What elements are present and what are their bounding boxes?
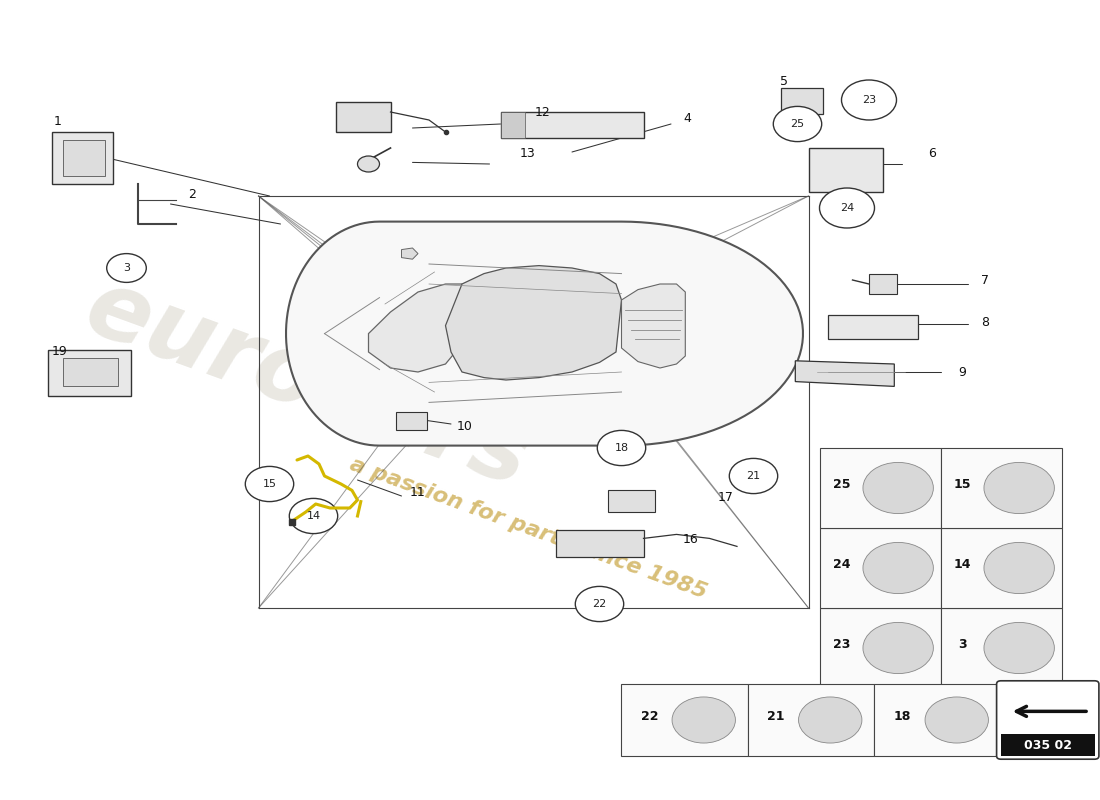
Circle shape bbox=[799, 697, 862, 743]
Circle shape bbox=[925, 697, 989, 743]
Text: 3: 3 bbox=[123, 263, 130, 273]
Circle shape bbox=[597, 430, 646, 466]
Circle shape bbox=[862, 542, 933, 594]
Text: 24: 24 bbox=[833, 558, 850, 570]
Text: 10: 10 bbox=[456, 420, 472, 433]
Circle shape bbox=[820, 188, 874, 228]
Circle shape bbox=[672, 697, 736, 743]
Text: eurocars: eurocars bbox=[74, 261, 542, 507]
Bar bbox=[63, 140, 104, 176]
Text: 12: 12 bbox=[535, 106, 550, 119]
Text: 7: 7 bbox=[980, 274, 989, 286]
FancyBboxPatch shape bbox=[52, 132, 113, 184]
Text: 15: 15 bbox=[263, 479, 276, 489]
Circle shape bbox=[983, 462, 1054, 514]
Polygon shape bbox=[368, 284, 473, 372]
FancyBboxPatch shape bbox=[48, 350, 131, 396]
Bar bbox=[820, 448, 940, 528]
Text: 18: 18 bbox=[615, 443, 628, 453]
Text: 14: 14 bbox=[954, 558, 971, 570]
Text: 15: 15 bbox=[954, 478, 971, 490]
Text: 1: 1 bbox=[53, 115, 62, 128]
Text: 22: 22 bbox=[593, 599, 606, 609]
Polygon shape bbox=[446, 266, 622, 380]
Bar bbox=[869, 274, 896, 294]
FancyBboxPatch shape bbox=[781, 88, 823, 114]
Text: 25: 25 bbox=[791, 119, 804, 129]
Circle shape bbox=[358, 156, 379, 172]
Text: 5: 5 bbox=[780, 75, 789, 88]
Text: 24: 24 bbox=[840, 203, 854, 213]
Text: 18: 18 bbox=[893, 710, 911, 723]
Bar bbox=[748, 684, 874, 756]
Circle shape bbox=[862, 462, 933, 514]
Text: 17: 17 bbox=[718, 491, 734, 504]
Text: 25: 25 bbox=[833, 478, 850, 490]
Circle shape bbox=[842, 80, 896, 120]
Text: 11: 11 bbox=[410, 486, 426, 499]
FancyBboxPatch shape bbox=[997, 681, 1099, 759]
Bar bbox=[396, 412, 427, 430]
Bar bbox=[608, 490, 654, 512]
Text: 13: 13 bbox=[520, 147, 536, 160]
Bar bbox=[940, 528, 1062, 608]
Text: 8: 8 bbox=[981, 316, 990, 329]
Bar bbox=[820, 608, 940, 688]
FancyBboxPatch shape bbox=[500, 112, 644, 138]
Circle shape bbox=[983, 622, 1054, 674]
Circle shape bbox=[575, 586, 624, 622]
Polygon shape bbox=[402, 248, 418, 259]
Circle shape bbox=[862, 622, 933, 674]
Text: 3: 3 bbox=[958, 638, 967, 650]
Text: 2: 2 bbox=[188, 188, 197, 201]
Bar bbox=[820, 528, 940, 608]
Text: 22: 22 bbox=[640, 710, 658, 723]
Text: 21: 21 bbox=[767, 710, 784, 723]
Text: 6: 6 bbox=[927, 147, 936, 160]
Bar bbox=[621, 684, 748, 756]
Text: 19: 19 bbox=[52, 346, 67, 358]
Text: 23: 23 bbox=[833, 638, 850, 650]
FancyBboxPatch shape bbox=[808, 148, 883, 192]
FancyBboxPatch shape bbox=[336, 102, 390, 132]
Circle shape bbox=[983, 542, 1054, 594]
Text: 21: 21 bbox=[747, 471, 760, 481]
Bar bbox=[940, 608, 1062, 688]
Text: 035 02: 035 02 bbox=[1024, 738, 1071, 752]
Bar bbox=[874, 684, 1001, 756]
Bar bbox=[1001, 734, 1094, 756]
Text: 14: 14 bbox=[307, 511, 320, 521]
Bar bbox=[828, 315, 918, 339]
Text: 23: 23 bbox=[862, 95, 876, 105]
Text: 4: 4 bbox=[683, 112, 692, 125]
Bar bbox=[500, 112, 525, 138]
Polygon shape bbox=[286, 222, 803, 446]
Text: a passion for parts since 1985: a passion for parts since 1985 bbox=[346, 454, 710, 602]
Bar bbox=[940, 448, 1062, 528]
Circle shape bbox=[289, 498, 338, 534]
Polygon shape bbox=[621, 284, 685, 368]
Polygon shape bbox=[795, 361, 894, 386]
FancyBboxPatch shape bbox=[556, 530, 644, 557]
Circle shape bbox=[245, 466, 294, 502]
Circle shape bbox=[773, 106, 822, 142]
Text: 16: 16 bbox=[683, 533, 698, 546]
Circle shape bbox=[107, 254, 146, 282]
Circle shape bbox=[729, 458, 778, 494]
Text: 9: 9 bbox=[958, 366, 967, 378]
Bar bbox=[63, 358, 118, 386]
